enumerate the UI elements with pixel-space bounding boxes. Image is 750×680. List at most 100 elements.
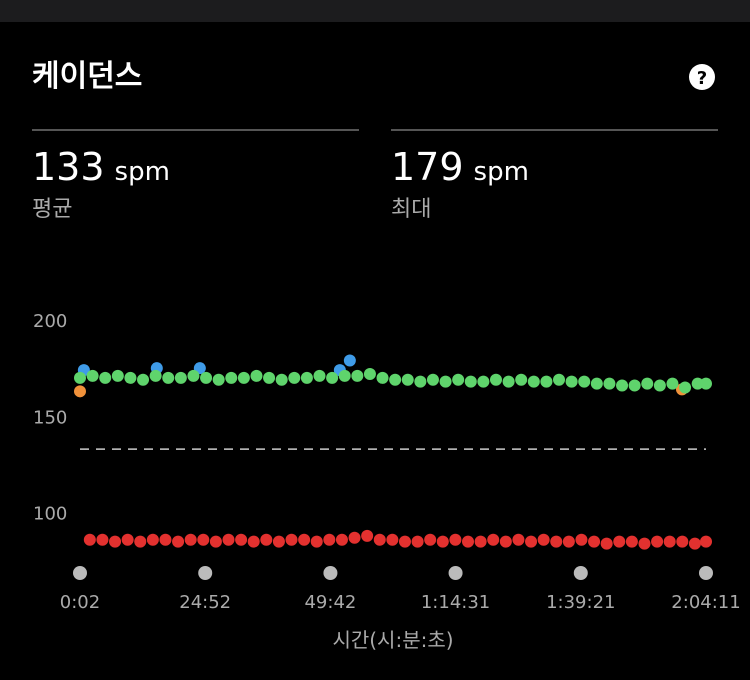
data-point [588,535,601,548]
data-point [237,371,250,384]
data-point [462,535,475,548]
data-point [679,381,692,394]
data-point [537,533,550,546]
data-point [310,535,323,548]
data-point [600,537,613,550]
data-point [502,375,515,388]
data-point [146,533,159,546]
data-point [298,533,311,546]
y-tick-label: 200 [33,311,67,332]
data-point [474,535,487,548]
data-point [700,377,712,390]
data-point [209,535,222,548]
x-tick-label: 1:14:31 [421,592,490,613]
data-point [638,537,651,550]
data-point [174,371,187,384]
stat-unit: spm [115,157,170,187]
x-tick-dot [699,566,713,580]
data-point [616,379,629,392]
data-point [540,375,553,388]
data-point [553,373,566,386]
x-tick-label: 24:52 [179,592,231,613]
data-point [197,533,210,546]
data-point [111,369,124,382]
data-point [525,535,538,548]
data-point [449,533,462,546]
stat-number: 133 [32,145,105,189]
data-point [691,377,704,390]
x-tick-dot [73,566,87,580]
data-point [389,373,402,386]
data-point [373,533,386,546]
data-point [401,373,414,386]
x-tick-label: 2:04:11 [671,592,740,613]
data-point [562,535,575,548]
data-point [326,371,339,384]
data-point [398,535,411,548]
data-point [222,533,235,546]
data-point [515,373,528,386]
data-point [323,533,336,546]
data-point [348,531,361,544]
data-point [351,369,364,382]
stat-value: 133 spm [32,145,170,189]
top-strip [0,0,750,22]
data-point [590,377,603,390]
data-point [424,533,437,546]
x-tick-label: 0:02 [60,592,100,613]
data-point [436,535,449,548]
stat-value: 179 spm [391,145,529,189]
data-point [527,375,540,388]
data-point [700,535,712,548]
data-point [666,377,679,390]
x-tick-dot [573,566,588,580]
data-point [74,371,86,384]
data-point [250,369,263,382]
data-point [335,533,348,546]
x-tick-dot [448,566,463,580]
data-point [426,373,439,386]
data-point [343,354,356,367]
data-point [603,377,616,390]
data-point [653,379,666,392]
stat-label: 평균 [32,197,72,222]
data-point [464,375,477,388]
data-point [575,533,588,546]
data-point [263,371,276,384]
help-glyph: ? [697,68,707,89]
data-point [285,533,298,546]
data-point [414,375,427,388]
data-point [137,373,150,386]
data-point [411,535,424,548]
data-point [200,371,213,384]
data-point [149,369,162,382]
x-tick-label: 1:39:21 [546,592,615,613]
data-point [159,533,172,546]
help-button[interactable] [689,64,715,90]
data-point [86,369,99,382]
data-point [499,535,512,548]
x-tick-dot [198,566,213,580]
data-point [578,375,591,388]
data-point [439,375,452,388]
data-point [134,535,147,548]
data-point [361,529,374,542]
data-point [235,533,248,546]
data-point [613,535,626,548]
data-point [96,533,109,546]
stat-label: 최대 [391,197,431,222]
data-point [651,535,664,548]
card [0,22,750,680]
data-point [663,535,676,548]
data-point [477,375,490,388]
data-point [363,367,376,380]
data-point [338,369,351,382]
data-point [260,533,273,546]
y-tick-label: 100 [33,504,67,525]
data-point [641,377,654,390]
x-tick-label: 49:42 [304,592,356,613]
data-point [225,371,238,384]
data-point [212,373,225,386]
